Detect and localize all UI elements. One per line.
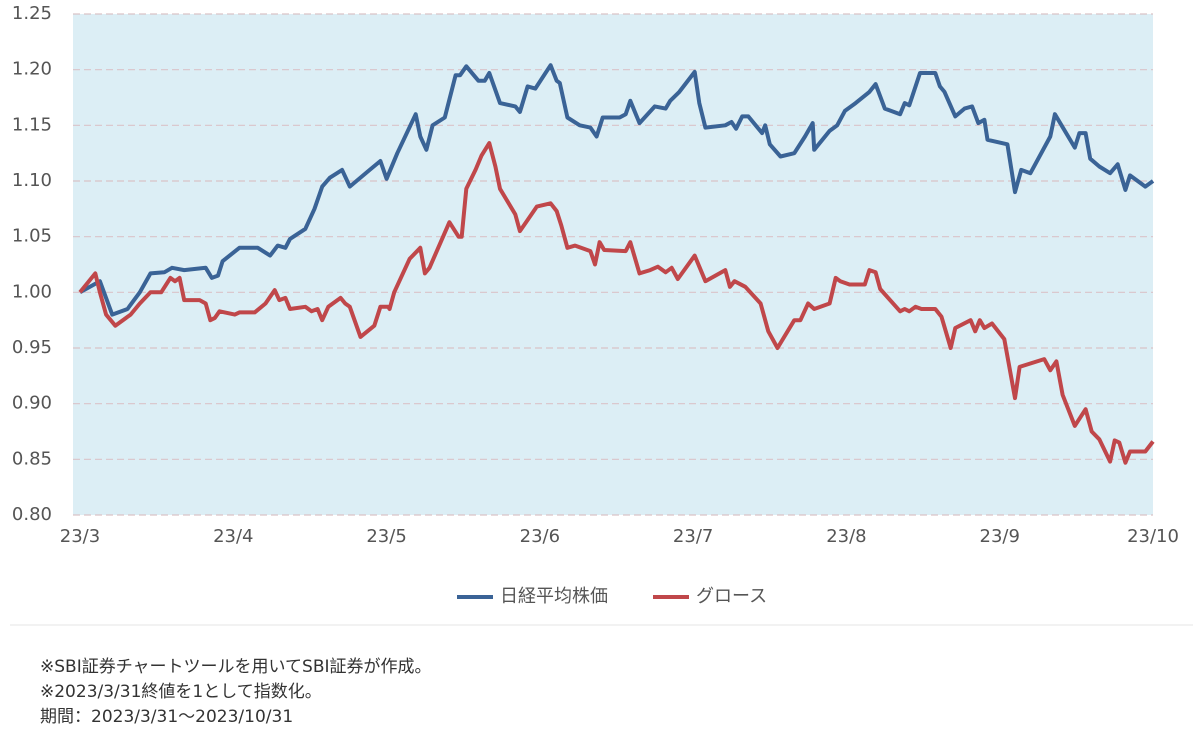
- x-tick-label: 23/6: [520, 526, 560, 547]
- note: ※2023/3/31終値を1として指数化。: [40, 682, 322, 702]
- x-tick-label: 23/8: [826, 526, 866, 547]
- x-tick-label: 23/9: [980, 526, 1020, 547]
- x-tick-label: 23/7: [673, 526, 713, 547]
- y-tick-label: 0.85: [12, 448, 52, 469]
- y-tick-label: 1.25: [12, 3, 52, 24]
- data-line: [78, 141, 1155, 465]
- x-tick-label: 23/10: [1127, 526, 1179, 547]
- note: ※SBI証券チャートツールを用いてSBI証券が作成。: [40, 657, 432, 677]
- x-tick-label: 23/3: [60, 526, 100, 547]
- y-tick-label: 1.15: [12, 114, 52, 135]
- y-tick-label: 0.95: [12, 337, 52, 358]
- data-line: [79, 63, 1155, 317]
- plot-background: [73, 14, 1153, 515]
- x-tick-label: 23/5: [366, 526, 406, 547]
- note: 期間：2023/3/31～2023/10/31: [40, 707, 293, 727]
- legend-label: 日経平均株価: [500, 586, 608, 607]
- y-tick-label: 0.90: [12, 393, 52, 414]
- y-tick-label: 0.80: [12, 504, 52, 525]
- y-tick-label: 1.20: [12, 59, 52, 80]
- y-tick-label: 1.10: [12, 170, 52, 191]
- x-tick-label: 23/4: [213, 526, 253, 547]
- y-tick-label: 1.00: [12, 281, 52, 302]
- y-tick-label: 1.05: [12, 226, 52, 247]
- legend-label: グロース: [696, 586, 767, 607]
